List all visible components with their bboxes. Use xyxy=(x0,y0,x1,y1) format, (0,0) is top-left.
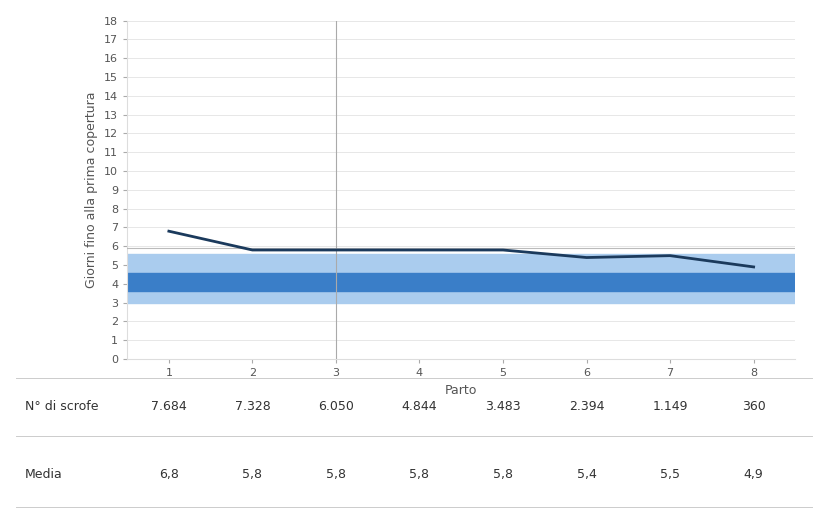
Text: 360: 360 xyxy=(741,400,765,413)
Text: N° di scrofe: N° di scrofe xyxy=(25,400,98,413)
Text: 5,8: 5,8 xyxy=(492,468,513,481)
X-axis label: Parto: Parto xyxy=(445,384,477,397)
Text: 5,8: 5,8 xyxy=(409,468,429,481)
Text: 3.483: 3.483 xyxy=(485,400,520,413)
Bar xyxy=(127,254,794,303)
Text: 4,9: 4,9 xyxy=(743,468,762,481)
Text: 5,5: 5,5 xyxy=(659,468,679,481)
Text: 6,8: 6,8 xyxy=(159,468,179,481)
Text: 1.149: 1.149 xyxy=(652,400,687,413)
Y-axis label: Giorni fino alla prima copertura: Giorni fino alla prima copertura xyxy=(85,91,98,288)
Text: 5,4: 5,4 xyxy=(576,468,595,481)
Text: 6.050: 6.050 xyxy=(318,400,354,413)
Bar xyxy=(127,272,794,291)
Text: 7.684: 7.684 xyxy=(151,400,187,413)
Text: 7.328: 7.328 xyxy=(234,400,270,413)
Text: 5,8: 5,8 xyxy=(325,468,346,481)
Text: 2.394: 2.394 xyxy=(568,400,604,413)
Text: 4.844: 4.844 xyxy=(401,400,437,413)
Text: Media: Media xyxy=(25,468,62,481)
Text: 5,8: 5,8 xyxy=(242,468,262,481)
